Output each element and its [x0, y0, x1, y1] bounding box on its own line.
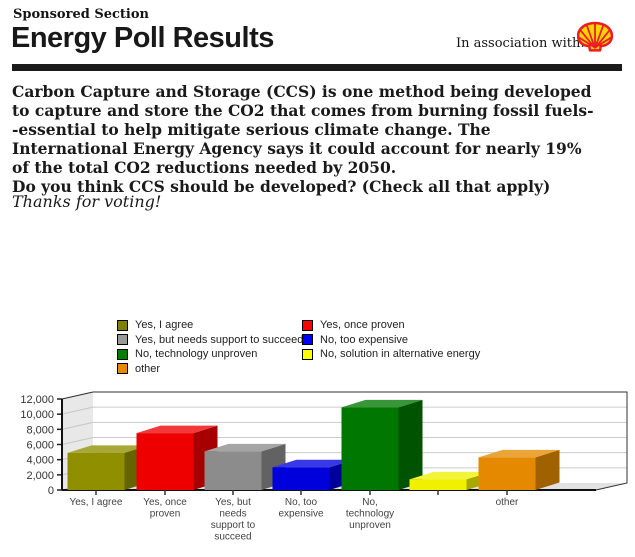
bar-top-face — [204, 443, 286, 452]
bar-no-too-expensive — [272, 459, 354, 490]
legend-item-yes-i-agree: Yes, I agree — [117, 318, 303, 333]
bar-front-face — [67, 452, 125, 490]
poll-description-text: Carbon Capture and Storage (CCS) is one … — [12, 82, 594, 177]
thanks-for-voting: Thanks for voting! — [12, 192, 162, 211]
legend-label: Yes, I agree — [135, 319, 194, 332]
legend-swatch-yes-once-proven — [302, 319, 313, 331]
legend-swatch-yes-i-agree — [117, 319, 128, 331]
bar-top-face — [67, 445, 149, 453]
legend-label: Yes, but needs support to succeed — [135, 333, 304, 346]
bar-top-face — [341, 399, 423, 408]
shell-logo-icon — [577, 21, 613, 52]
x-axis-label-no-technology-unproven: No, technology unproven — [346, 497, 394, 531]
poll-description: Carbon Capture and Storage (CCS) is one … — [12, 82, 594, 196]
bar-side-face — [398, 399, 423, 490]
x-axis-label-no-too-expensive: No, too expensive — [278, 497, 323, 520]
legend-label: No, too expensive — [320, 333, 409, 346]
association-label: In association with: — [456, 36, 585, 51]
bar-top-face — [478, 449, 560, 458]
poll-question-text: Do you think CCS should be developed? (C… — [12, 177, 551, 196]
bar-front-face — [341, 407, 399, 490]
y-axis-label: 12,000 — [20, 394, 54, 406]
bar-other — [478, 449, 560, 490]
chart-frame — [61, 391, 628, 491]
legend-label: Yes, once proven — [320, 319, 405, 332]
header-divider — [12, 64, 622, 71]
bar-side-face — [535, 449, 560, 490]
legend-label: No, technology unproven — [135, 348, 258, 361]
legend-label: other — [135, 362, 161, 375]
bar-top-face — [136, 425, 218, 434]
bar-front-face — [478, 457, 536, 490]
x-axis-label-other: other — [496, 497, 519, 508]
legend-item-no-too-expensive: No, too expensive — [302, 333, 480, 348]
legend-item-no-solution-in-alternative-energy: No, solution in alternative energy — [302, 347, 480, 362]
legend-item-yes-but-needs-support-to-succeed: Yes, but needs support to succeed — [117, 333, 303, 348]
sponsored-section-label: Sponsored Section — [13, 7, 149, 22]
gridline-connector — [61, 406, 94, 415]
bar-top-face — [272, 459, 354, 468]
legend-column-2: Yes, once proven No, too expensive No, sol… — [302, 318, 480, 362]
y-axis-label: 10,000 — [20, 409, 54, 421]
y-axis-label: 2,000 — [26, 470, 54, 482]
legend-swatch-other — [117, 363, 128, 375]
y-axis-label: 6,000 — [26, 440, 54, 452]
bar-yes-i-agree — [67, 445, 149, 490]
bar-front-face — [272, 467, 330, 490]
legend-column-1: Yes, I agree Yes, but needs support to su… — [117, 318, 303, 376]
legend-item-other: other — [117, 362, 303, 377]
legend-swatch-no-solution-in-alternative-energy — [302, 348, 313, 360]
x-axis-label-yes-but-needs-support-to-succeed: Yes, but needs support to succeed — [211, 497, 256, 543]
x-axis-label-yes-i-agree: Yes, I agree — [69, 497, 122, 508]
bar-top-face — [409, 471, 491, 480]
gridline-connector — [61, 437, 94, 445]
legend-item-no-technology-unproven: No, technology unproven — [117, 347, 303, 362]
legend-swatch-yes-but-needs-support-to-succeed — [117, 334, 128, 346]
y-axis-label: 0 — [48, 485, 54, 497]
bar-front-face — [409, 479, 467, 490]
gridline-connector — [61, 421, 94, 430]
bar-front-face — [204, 451, 262, 490]
legend-item-yes-once-proven: Yes, once proven — [302, 318, 480, 333]
legend-swatch-no-technology-unproven — [117, 348, 128, 360]
y-axis-label: 8,000 — [26, 424, 54, 436]
poll-results-bar-chart: 0 2,000 4,000 6,000 8,000 10,000 12,000 Yes, I … — [20, 391, 628, 543]
legend-label: No, solution in alternative energy — [320, 348, 481, 361]
page-title: Energy Poll Results — [11, 22, 274, 54]
y-axis-label: 4,000 — [26, 455, 54, 467]
bar-front-face — [136, 433, 194, 490]
x-axis-label-yes-once-proven: Yes, once proven — [143, 497, 187, 520]
legend-swatch-no-too-expensive — [302, 334, 313, 346]
bar-no-technology-unproven — [341, 399, 423, 490]
